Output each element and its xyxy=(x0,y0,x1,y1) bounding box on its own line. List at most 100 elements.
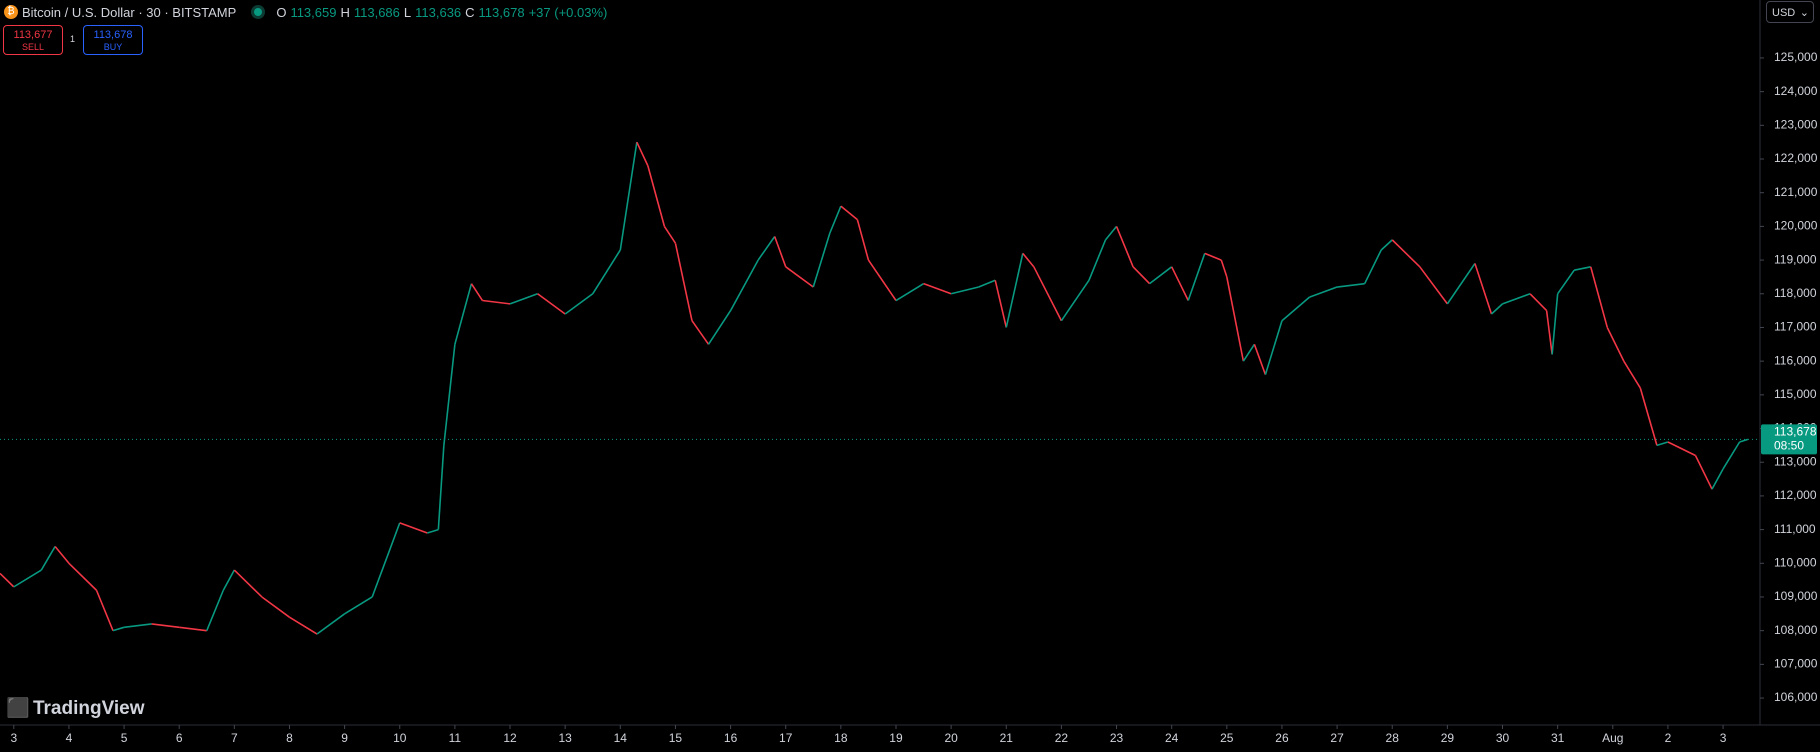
x-tick-label: 14 xyxy=(614,731,628,745)
price-segment xyxy=(773,236,787,268)
price-segment xyxy=(222,569,236,591)
y-tick-label: 106,000 xyxy=(1774,690,1818,704)
price-segment xyxy=(564,293,594,315)
price-segment xyxy=(1639,387,1658,446)
x-tick-label: 16 xyxy=(724,731,738,745)
x-tick-label: 25 xyxy=(1220,731,1234,745)
y-tick-label: 121,000 xyxy=(1774,185,1818,199)
x-tick-label: 13 xyxy=(558,731,572,745)
price-segment xyxy=(923,282,952,295)
price-segment xyxy=(344,596,373,615)
price-segment xyxy=(1022,252,1035,268)
price-segment xyxy=(757,236,776,261)
spread: 1 xyxy=(70,34,76,44)
price-segment xyxy=(1574,266,1591,271)
price-segment xyxy=(233,569,263,598)
price-segment xyxy=(707,310,732,345)
price-segment xyxy=(437,445,445,530)
x-tick-label: 3 xyxy=(1720,731,1727,745)
price-segment xyxy=(1104,225,1118,241)
price-segment xyxy=(1220,259,1228,278)
y-tick-label: 118,000 xyxy=(1774,286,1817,300)
x-tick-label: 8 xyxy=(286,731,293,745)
x-tick-label: 30 xyxy=(1496,731,1510,745)
price-segment xyxy=(1656,441,1669,447)
price-segment xyxy=(1667,441,1696,457)
y-tick-label: 111,000 xyxy=(1774,522,1816,536)
change: +37 (+0.03%) xyxy=(528,4,608,20)
l-label: L xyxy=(403,4,412,20)
x-tick-label: 17 xyxy=(779,731,793,745)
close: 113,678 xyxy=(478,4,525,20)
price-segment xyxy=(592,249,621,295)
price-segment xyxy=(470,283,484,301)
buy-button[interactable]: 113,678 BUY xyxy=(83,25,143,55)
x-tick-label: 18 xyxy=(834,731,848,745)
price-segment xyxy=(1149,266,1173,285)
price-segment xyxy=(636,141,649,167)
price-segment xyxy=(1556,269,1575,295)
price-segment xyxy=(1088,239,1107,281)
price-segment xyxy=(509,293,538,305)
price-segment xyxy=(371,522,401,598)
price-segment xyxy=(1309,286,1338,298)
x-tick-label: 5 xyxy=(121,731,128,745)
price-segment xyxy=(674,243,693,321)
price-segment xyxy=(663,225,677,244)
price-segment xyxy=(1419,266,1449,305)
x-tick-label: 24 xyxy=(1165,731,1179,745)
price-segment xyxy=(1446,263,1476,305)
symbol[interactable]: Bitcoin / U.S. Dollar · 30 · BITSTAMP xyxy=(22,4,237,20)
price-segment xyxy=(1623,360,1642,389)
y-tick-label: 112,000 xyxy=(1774,488,1817,502)
price-segment xyxy=(1033,266,1063,322)
price-segment xyxy=(1739,438,1749,443)
price-segment xyxy=(867,259,897,301)
price-segment xyxy=(1005,253,1024,328)
price-segment xyxy=(1132,266,1151,285)
price-segment xyxy=(895,282,924,302)
currency-select[interactable]: USD ⌄ xyxy=(1766,1,1814,23)
price-segment xyxy=(1264,320,1283,375)
price-segment xyxy=(978,279,996,288)
sell-button[interactable]: 113,677 SELL xyxy=(3,25,63,55)
countdown: 08:50 xyxy=(1774,439,1804,453)
y-tick-label: 125,000 xyxy=(1774,50,1818,64)
price-segment xyxy=(1204,252,1222,261)
y-tick-label: 115,000 xyxy=(1774,387,1817,401)
market-dot xyxy=(254,8,263,16)
price-segment xyxy=(856,219,870,261)
y-tick-label: 122,000 xyxy=(1774,151,1818,165)
price-segment xyxy=(1391,239,1421,268)
price-segment xyxy=(1281,296,1311,322)
last-price-label: 113,678 xyxy=(1774,425,1817,439)
price-segment xyxy=(261,596,290,618)
y-tick-label: 123,000 xyxy=(1774,117,1818,131)
x-tick-label: 19 xyxy=(889,731,903,745)
logo-text: TradingView xyxy=(32,698,145,719)
price-segment xyxy=(1606,327,1625,362)
x-tick-label: 4 xyxy=(66,731,73,745)
y-tick-label: 119,000 xyxy=(1774,252,1817,266)
price-segment xyxy=(691,320,710,345)
high: 113,686 xyxy=(353,4,400,20)
h-label: H xyxy=(340,4,350,20)
price-segment xyxy=(1336,282,1365,288)
price-segment xyxy=(1490,303,1504,315)
price-segment xyxy=(427,528,439,534)
price-segment xyxy=(454,283,473,345)
y-tick-label: 113,000 xyxy=(1774,454,1817,468)
price-segment xyxy=(95,589,114,631)
x-tick-label: 10 xyxy=(393,731,407,745)
price-segment xyxy=(1253,344,1267,375)
price-segment xyxy=(482,299,511,305)
price-segment xyxy=(68,562,98,591)
price-segment xyxy=(1722,441,1741,470)
x-tick-label: 2 xyxy=(1665,731,1672,745)
price-segment xyxy=(647,165,666,227)
logo: ⬛ TradingView xyxy=(6,698,145,719)
price-segment xyxy=(1474,263,1493,315)
x-tick-label: 7 xyxy=(231,731,238,745)
